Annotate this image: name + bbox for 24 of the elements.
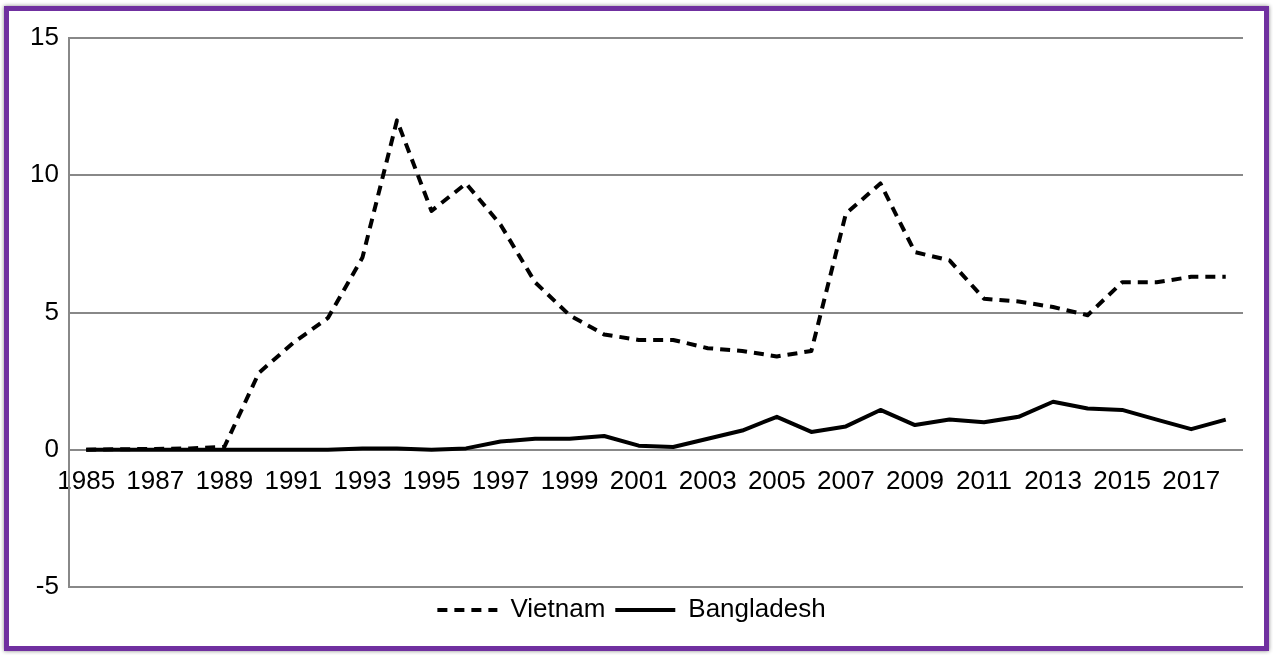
legend-label: Bangladesh — [688, 593, 826, 624]
x-tick-label: 2013 — [1024, 464, 1082, 495]
x-tick-label: 2005 — [747, 464, 806, 495]
x-tick-label: 2011 — [956, 464, 1012, 495]
y-tick-label: 10 — [30, 158, 59, 189]
legend-label: Vietnam — [510, 593, 606, 624]
x-tick-label: 1995 — [402, 464, 461, 495]
x-tick-label: 1997 — [471, 464, 530, 495]
x-tick-label: 2003 — [678, 464, 737, 495]
y-tick-label: -5 — [35, 570, 59, 601]
x-tick-label: 1993 — [333, 464, 392, 495]
x-tick-label: 2017 — [1162, 464, 1221, 495]
x-tick-label: 1989 — [195, 464, 254, 495]
x-tick-label: 2007 — [816, 464, 875, 495]
y-tick-label: 0 — [44, 432, 59, 463]
x-tick-label: 2015 — [1093, 464, 1152, 495]
x-tick-label: 1991 — [264, 464, 323, 495]
x-tick-label: 1985 — [57, 464, 116, 495]
x-tick-label: 1987 — [126, 464, 185, 495]
x-tick-label: 2009 — [886, 464, 944, 495]
y-tick-label: 5 — [44, 295, 59, 326]
y-tick-label: 15 — [30, 21, 59, 52]
x-tick-label: 2001 — [609, 464, 668, 495]
x-tick-label: 1999 — [540, 464, 599, 495]
